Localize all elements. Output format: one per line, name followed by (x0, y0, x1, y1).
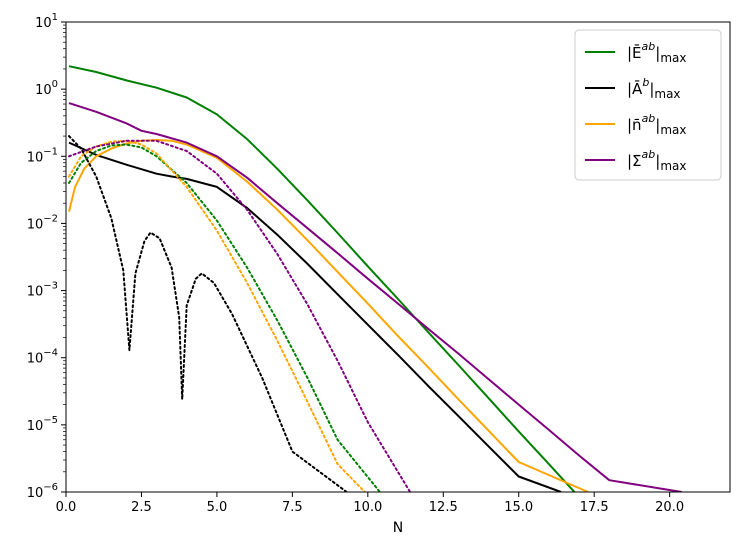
y-tick-label: 10−6 (27, 482, 58, 501)
y-tick-label: 10−4 (27, 348, 58, 367)
series-line-0 (68, 65, 646, 492)
legend: |Ēab|max |Āb|max |n̄ab|max |Σ̄ab|max (574, 29, 722, 181)
y-tick-label: 10−3 (27, 281, 58, 300)
x-axis: 0.0 2.5 5.0 7.5 10.0 12.5 15.0 17.5 20.0 (56, 492, 684, 515)
series-line-2 (68, 139, 589, 492)
x-tick-label: 7.5 (282, 500, 303, 515)
legend-box (574, 29, 722, 181)
x-tick-label: 15.0 (504, 500, 533, 515)
x-tick-label: 10.0 (353, 500, 382, 515)
x-tick-label: 20.0 (655, 500, 684, 515)
series-line-3 (68, 102, 682, 492)
y-tick-label: 10−5 (27, 415, 58, 434)
x-axis-label: N (393, 520, 403, 536)
plot-frame (65, 21, 731, 493)
x-tick-label: 5.0 (207, 500, 228, 515)
x-tick-label: 0.0 (56, 500, 77, 515)
series-line-6-dotted (68, 139, 412, 492)
y-tick-label: 10−1 (27, 146, 58, 165)
legend-entry-label: |Ēab|max (627, 40, 686, 65)
y-tick-label: 101 (35, 12, 58, 31)
y-tick-label: 10−2 (27, 213, 58, 232)
y-axis: 101 100 10−1 10−2 10−3 10−4 10−5 10−6 (27, 12, 66, 501)
series-line-1 (68, 141, 562, 492)
y-tick-label: 100 (35, 79, 58, 98)
x-tick-label: 12.5 (429, 500, 458, 515)
series-line-7-dotted (68, 135, 348, 492)
plot-lines (68, 65, 682, 492)
x-tick-label: 2.5 (131, 500, 152, 515)
legend-entry-label: |Āb|max (627, 76, 681, 101)
legend-entry-label: |Σ̄ab|max (627, 148, 686, 173)
x-tick-label: 17.5 (580, 500, 609, 515)
legend-entry-label: |n̄ab|max (627, 112, 687, 137)
